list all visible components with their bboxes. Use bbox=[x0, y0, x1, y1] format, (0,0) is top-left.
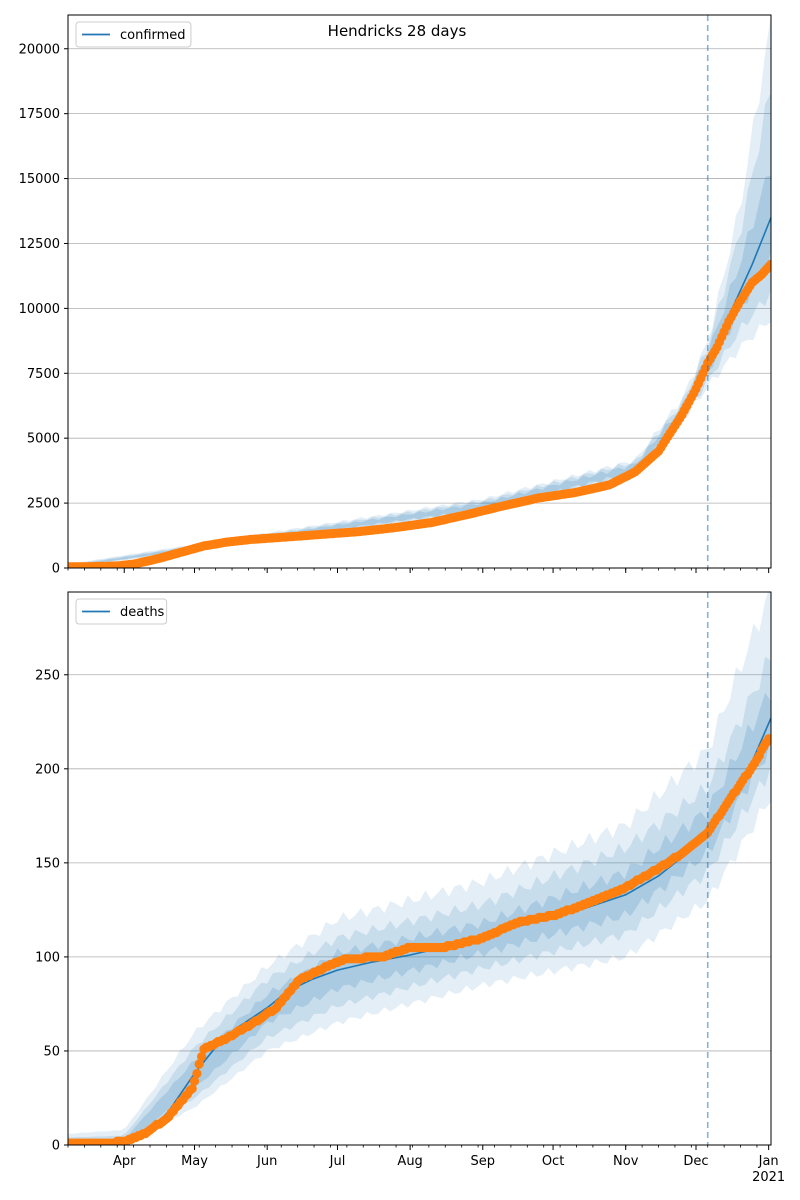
legend-label: deaths bbox=[120, 605, 165, 620]
x-tick-label: Jul bbox=[329, 1154, 346, 1169]
x-tick-label: Sep bbox=[471, 1154, 496, 1169]
y-tick-label: 200 bbox=[35, 762, 60, 777]
x-tick-label: Jan bbox=[758, 1154, 779, 1169]
observed-point bbox=[189, 1076, 200, 1086]
confirmed-panel: 0 2500 5000 7500 10000 12500 15000 17500 20000 He… bbox=[19, 14, 772, 577]
x-tick-label: Oct bbox=[542, 1154, 564, 1169]
y-tick-label: 100 bbox=[35, 950, 60, 965]
y-tick-label: 250 bbox=[35, 668, 60, 683]
deaths-panel: 0 50 100 150 200 250 Apr May Jun Jul Aug Sep Oct Nov D… bbox=[35, 591, 785, 1185]
observed-point bbox=[192, 1068, 202, 1079]
chart-title: Hendricks 28 days bbox=[328, 22, 467, 40]
y-tick-label: 0 bbox=[52, 1139, 60, 1154]
observed-point bbox=[194, 1059, 204, 1069]
y-tick-label: 15000 bbox=[19, 172, 60, 187]
y-tick-label: 20000 bbox=[19, 42, 60, 57]
y-tick-label: 150 bbox=[35, 856, 60, 871]
axes-frame bbox=[67, 591, 772, 1146]
legend: confirmed bbox=[75, 21, 192, 48]
y-tick-label: 5000 bbox=[27, 432, 60, 447]
y-tick-label: 2500 bbox=[27, 497, 60, 512]
legend-label: confirmed bbox=[120, 28, 186, 43]
y-tick-label: 17500 bbox=[19, 107, 60, 122]
y-tick-label: 10000 bbox=[19, 302, 60, 317]
plot-area bbox=[68, 15, 771, 568]
x-tick-label: Nov bbox=[613, 1154, 639, 1169]
observed-point bbox=[766, 259, 771, 269]
x-tick-label: Dec bbox=[683, 1154, 708, 1169]
x-tick-label: May bbox=[181, 1154, 208, 1169]
x-tick-label: Jun bbox=[256, 1154, 277, 1169]
axes-frame bbox=[67, 14, 772, 569]
legend: deaths bbox=[75, 598, 168, 625]
x-tick-label: Aug bbox=[397, 1154, 422, 1169]
x-tick-label: Apr bbox=[113, 1154, 136, 1169]
observed-point bbox=[197, 1052, 207, 1062]
plot-area bbox=[68, 592, 771, 1145]
y-tick-label: 12500 bbox=[19, 237, 60, 252]
legend-box bbox=[75, 21, 192, 48]
y-tick-label: 50 bbox=[43, 1044, 60, 1059]
legend-box bbox=[75, 598, 168, 625]
observed-point bbox=[764, 734, 771, 744]
y-tick-label: 0 bbox=[52, 562, 60, 577]
y-tick-label: 7500 bbox=[27, 367, 60, 382]
observed-point bbox=[187, 1084, 197, 1094]
uncertainty-band bbox=[68, 592, 771, 1145]
x-year-label: 2021 bbox=[752, 1170, 785, 1185]
